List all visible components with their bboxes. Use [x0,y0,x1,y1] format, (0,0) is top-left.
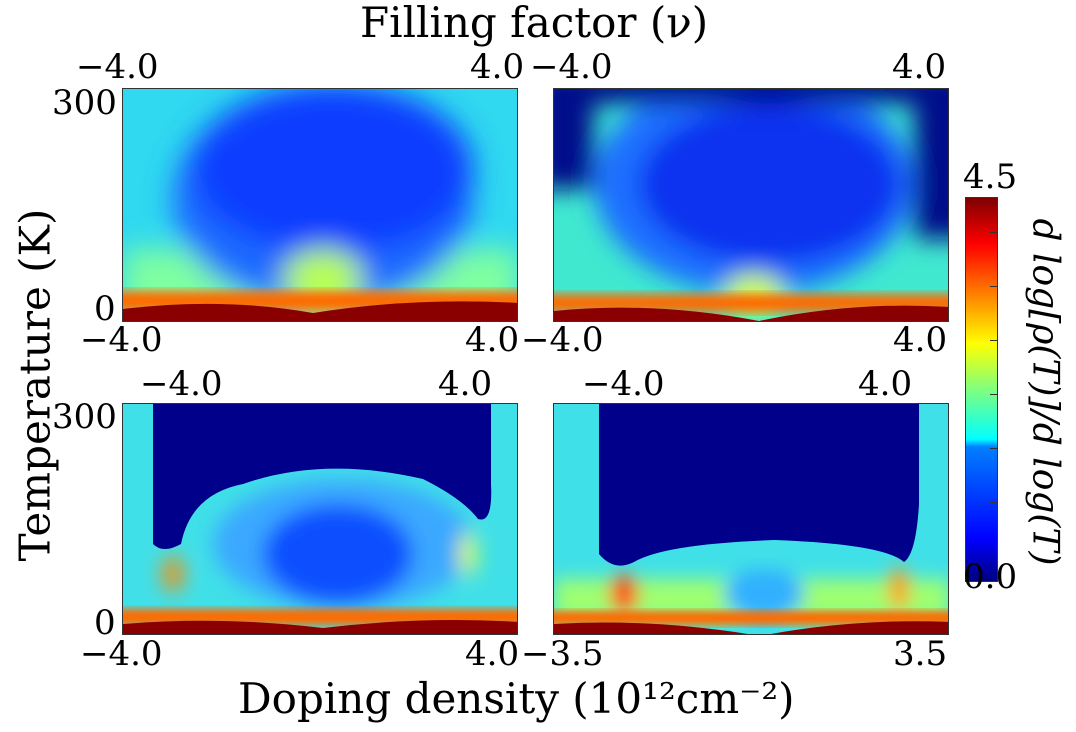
colorbar-tick [990,394,998,395]
top-right-bottom-tick-min: −4.0 [521,320,604,360]
top-left-y-tick-0: 0 [94,289,116,329]
figure-title: Filling factor (ν) [360,0,709,47]
colorbar-tick [990,448,998,449]
heatmap-bottom-left-canvas [123,404,517,634]
heatmap-top-right-canvas [554,89,948,321]
colorbar-tick [990,286,998,287]
top-right-top-tick-max: 4.0 [892,47,947,87]
top-right-top-tick-min: −4.0 [530,47,613,87]
bottom-left-top-tick-max: 4.0 [438,364,493,404]
bottom-right-bottom-tick-max: 3.5 [893,634,948,674]
bottom-right-bottom-tick-min: −3.5 [521,634,604,674]
top-left-top-tick-max: 4.0 [470,47,525,87]
heatmap-panel-top-right [553,88,949,322]
bottom-right-top-tick-max: 4.0 [858,364,913,404]
colorbar-tick [990,502,998,503]
top-left-bottom-tick-max: 4.0 [465,320,520,360]
bottom-right-top-tick-min: −4.0 [582,364,665,404]
top-right-bottom-tick-max: 4.0 [893,320,948,360]
heatmap-top-left-canvas [123,89,517,321]
top-left-top-tick-min: −4.0 [76,47,159,87]
heatmap-panel-bottom-left [122,403,518,635]
bottom-left-y-tick-0: 0 [94,603,116,643]
bottom-left-bottom-tick-min: −4.0 [80,634,163,674]
bottom-left-top-tick-min: −4.0 [140,364,223,404]
bottom-left-bottom-tick-max: 4.0 [465,634,520,674]
heatmap-bottom-right-canvas [554,404,948,634]
top-left-bottom-tick-min: −4.0 [80,320,163,360]
colorbar-tick [990,340,998,341]
x-axis-label: Doping density (10¹²cm⁻²) [238,674,795,723]
colorbar-max-label: 4.5 [963,157,1018,197]
top-left-y-tick-300: 300 [52,83,117,123]
colorbar [965,197,998,582]
colorbar-tick [990,232,998,233]
heatmap-panel-top-left [122,88,518,322]
colorbar-label: d log[ρ(T)]/d log(T) [1024,218,1066,566]
heatmap-panel-bottom-right [553,403,949,635]
y-axis-label: Temperature (K) [10,208,60,562]
bottom-left-y-tick-300: 300 [52,397,117,437]
colorbar-min-label: 0.0 [963,557,1018,597]
